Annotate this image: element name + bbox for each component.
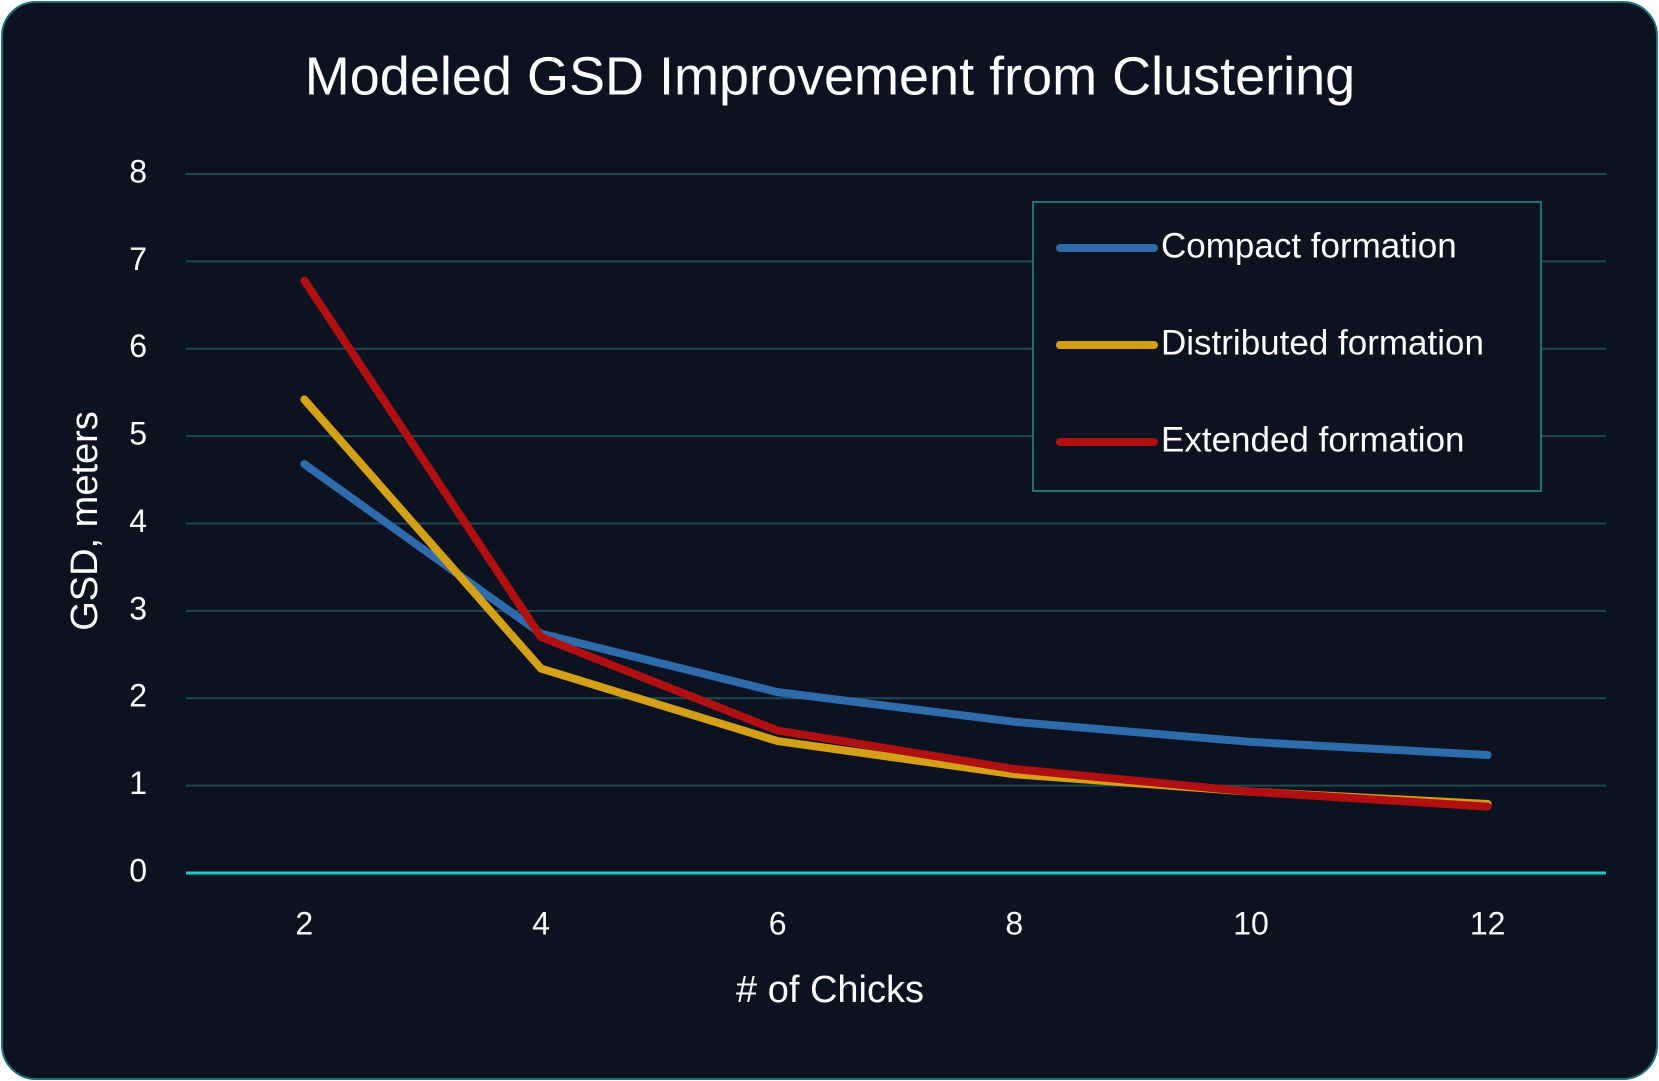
- y-axis-title: GSD, meters: [64, 411, 106, 631]
- y-tick-label: 8: [129, 153, 147, 189]
- y-tick-label: 4: [129, 503, 147, 539]
- x-tick-label: 4: [532, 905, 550, 941]
- x-tick-label: 12: [1470, 905, 1506, 941]
- x-tick-label: 10: [1233, 905, 1269, 941]
- data-line: [300, 276, 1492, 811]
- x-axis-title: # of Chicks: [736, 969, 924, 1011]
- y-tick-label: 5: [129, 416, 147, 452]
- x-tick-label: 2: [295, 905, 313, 941]
- chart-title: Modeled GSD Improvement from Clustering: [305, 46, 1355, 106]
- y-tick-label: 0: [129, 852, 147, 888]
- y-tick-label: 1: [129, 765, 147, 801]
- x-tick-label: 6: [769, 905, 787, 941]
- y-tick-label: 2: [129, 678, 147, 714]
- legend-label: Distributed formation: [1161, 323, 1484, 362]
- legend-label: Compact formation: [1161, 226, 1457, 265]
- legend-label: Extended formation: [1161, 420, 1465, 459]
- y-tick-label: 6: [129, 328, 147, 364]
- data-line: [300, 460, 1492, 760]
- x-tick-label: 8: [1005, 905, 1023, 941]
- y-tick-label: 3: [129, 590, 147, 626]
- y-tick-label: 7: [129, 241, 147, 277]
